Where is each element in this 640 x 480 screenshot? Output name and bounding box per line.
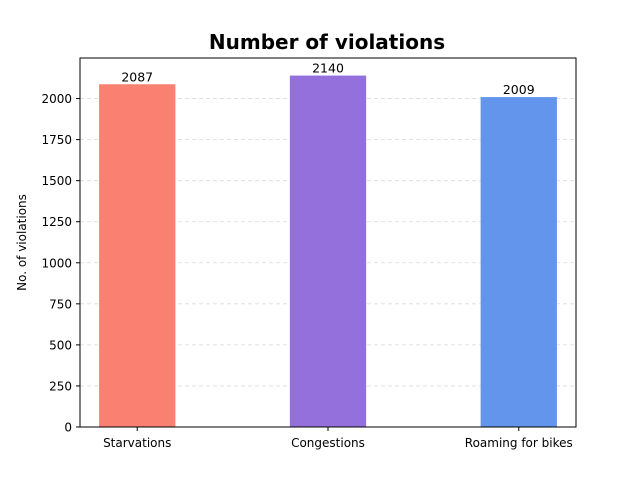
- y-tick-label: 1750: [41, 133, 72, 147]
- y-axis-label: No. of violations: [15, 194, 29, 291]
- x-tick-label: Starvations: [103, 436, 171, 450]
- bar-value-label: 2140: [312, 61, 344, 76]
- axis-ticks: 0 250 500 750 1000 1250 1500 1750 2000 Starvation…: [41, 92, 572, 450]
- bar-congestions: [289, 75, 367, 428]
- y-tick-label: 1250: [41, 215, 72, 229]
- x-tick-label: Congestions: [291, 436, 365, 450]
- y-tick-label: 750: [49, 297, 72, 311]
- y-tick-label: 250: [49, 379, 72, 393]
- x-tick-label: Roaming for bikes: [465, 436, 573, 450]
- plot-area-frame: [79, 57, 577, 428]
- y-tick-label: 2000: [41, 92, 72, 106]
- data-labels: 2087 2140 2009: [121, 61, 534, 98]
- y-tick-label: 500: [49, 338, 72, 352]
- y-tick-label: 1500: [41, 174, 72, 188]
- y-tick-label: 1000: [41, 256, 72, 270]
- bar-value-label: 2087: [121, 69, 153, 84]
- bars: [99, 75, 557, 428]
- chart-title: Number of violations: [209, 30, 445, 54]
- bar-starvations: [99, 84, 176, 428]
- bar-roaming-for-bikes: [480, 97, 557, 428]
- y-tick-label: 0: [64, 421, 72, 435]
- bar-value-label: 2009: [503, 82, 535, 97]
